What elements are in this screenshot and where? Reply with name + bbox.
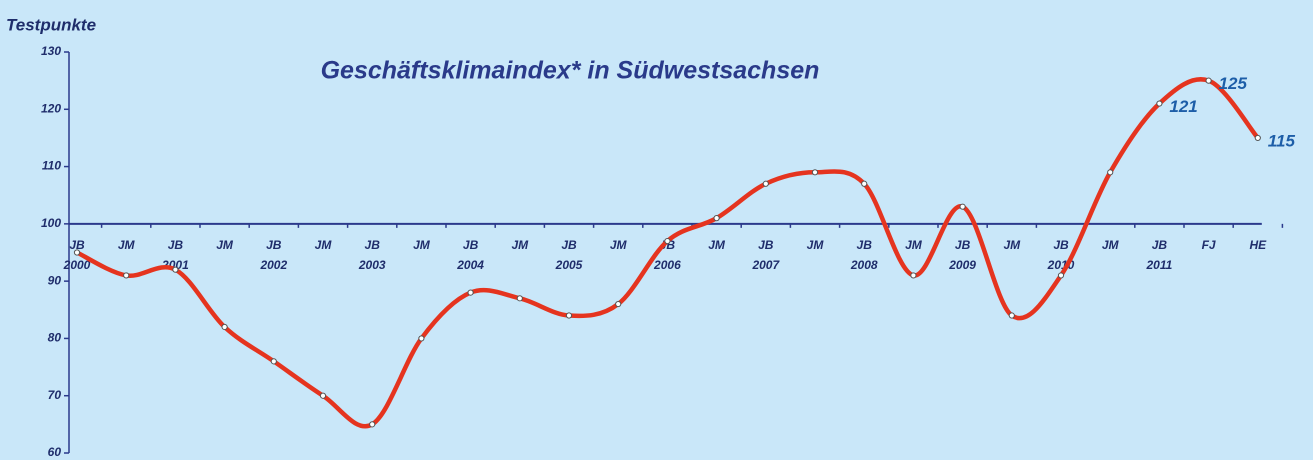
- point: [1008, 312, 1015, 319]
- data-label: 121: [1169, 97, 1197, 116]
- x-tick-label: JM: [315, 238, 333, 252]
- x-tick-label: JB 2008: [850, 238, 878, 272]
- y-tick-label: 90: [48, 273, 62, 287]
- point: [1254, 134, 1261, 142]
- y-tick-label: 70: [48, 388, 62, 402]
- point: [369, 421, 376, 428]
- x-tick-label-line: JM: [610, 238, 628, 252]
- x-tick-label: JM: [118, 238, 136, 252]
- x-tick-label-line: JB: [758, 238, 774, 252]
- x-tick-label-line: JM: [807, 238, 825, 252]
- point: [1205, 77, 1212, 84]
- x-tick-label-line: 2005: [555, 258, 583, 272]
- x-tick-label-line: JB: [561, 238, 577, 252]
- point: [664, 237, 671, 245]
- x-tick-label-line: JB: [955, 238, 971, 252]
- x-tick-label-line: JB: [463, 238, 479, 252]
- point: [172, 266, 179, 273]
- x-tick-label: JB 2004: [456, 238, 484, 272]
- y-tick-label: 130: [41, 44, 61, 58]
- x-tick-label-line: FJ: [1202, 238, 1216, 252]
- point: [565, 312, 573, 319]
- y-tick-label: 80: [48, 331, 62, 345]
- point: [959, 203, 966, 210]
- x-tick-label-line: JM: [216, 238, 234, 252]
- x-tick-label-line: JB: [1152, 238, 1168, 252]
- x-tick-label: JB 2002: [259, 238, 287, 272]
- line: [74, 77, 1261, 429]
- x-tick-label-line: JM: [511, 238, 529, 252]
- point: [516, 295, 523, 302]
- x-tick-label-line: JM: [413, 238, 431, 252]
- x-tick-label-line: JB: [857, 238, 873, 252]
- x-tick-label-line: 2004: [456, 258, 484, 272]
- x-tick-label: JM: [1102, 238, 1120, 252]
- point: [270, 358, 277, 365]
- x-tick-label: JM: [708, 238, 726, 252]
- x-tick-label-line: 2002: [259, 258, 287, 272]
- x-tick-label-line: 2008: [850, 258, 878, 272]
- x-tick-label: JB 2003: [358, 238, 386, 272]
- x-tick-label: FJ: [1202, 238, 1216, 252]
- y-tick-label: 110: [42, 159, 61, 173]
- y-tick-label: 100: [41, 216, 61, 230]
- point: [1057, 272, 1065, 279]
- data-label: 115: [1268, 131, 1296, 150]
- x-tick-label: JM: [413, 238, 431, 252]
- chart-title: Geschäftsklimaindex* in Südwestsachsen: [321, 57, 820, 85]
- x-tick-label-line: 2011: [1145, 258, 1172, 272]
- point: [762, 180, 769, 187]
- point: [1156, 100, 1163, 107]
- x-tick-label-line: 2006: [653, 258, 681, 272]
- x-tick-label: JM: [905, 238, 923, 252]
- y-axis-label: Testpunkte: [6, 15, 96, 34]
- point: [73, 249, 81, 256]
- x-tick-label: JM: [610, 238, 628, 252]
- x-tick-label-line: JM: [315, 238, 333, 252]
- x-tick-label: JM: [1003, 238, 1021, 252]
- x-tick-label-line: JM: [1003, 238, 1021, 252]
- x-tick-label-line: JB: [365, 238, 381, 252]
- point: [910, 272, 917, 279]
- x-tick-label: JM: [511, 238, 529, 252]
- point: [861, 180, 868, 187]
- x-tick-label: JB 2005: [555, 238, 583, 272]
- point: [418, 335, 425, 342]
- x-tick-label-line: 2009: [948, 258, 976, 272]
- x-tick-label-line: JM: [118, 238, 136, 252]
- x-tick-label: JB 2009: [948, 238, 976, 272]
- point: [615, 300, 622, 308]
- x-tick-label: JB 2011: [1145, 238, 1172, 272]
- point: [319, 392, 327, 399]
- x-tick-label-line: 2000: [63, 258, 91, 272]
- point: [467, 289, 474, 296]
- x-tick-label: JB 2007: [751, 238, 780, 272]
- point: [811, 169, 819, 176]
- y-tick-label: 60: [48, 445, 62, 459]
- x-tick-label-line: JM: [1102, 238, 1120, 252]
- x-tick-label: JM: [216, 238, 234, 252]
- point: [1107, 169, 1114, 176]
- x-tick-label: JM: [807, 238, 825, 252]
- x-tick-label: JB 2000: [63, 238, 91, 272]
- point: [713, 215, 720, 222]
- y-tick-label: 120: [41, 101, 61, 115]
- point: [221, 323, 228, 331]
- x-tick-label-line: HE: [1249, 238, 1267, 252]
- x-tick-label: JB 2001: [161, 238, 189, 272]
- x-tick-label-line: JM: [905, 238, 923, 252]
- x-tick-label-line: JM: [708, 238, 726, 252]
- x-tick-label: HE: [1249, 238, 1267, 252]
- x-tick-label-line: 2007: [751, 258, 780, 272]
- point: [123, 272, 130, 279]
- x-tick-label-line: JB: [1053, 238, 1069, 252]
- data-label: 125: [1219, 74, 1248, 93]
- x-tick-label-line: JB: [266, 238, 282, 252]
- x-tick-label-line: JB: [168, 238, 184, 252]
- x-tick-label-line: JB: [69, 238, 85, 252]
- x-tick-label-line: 2003: [358, 258, 386, 272]
